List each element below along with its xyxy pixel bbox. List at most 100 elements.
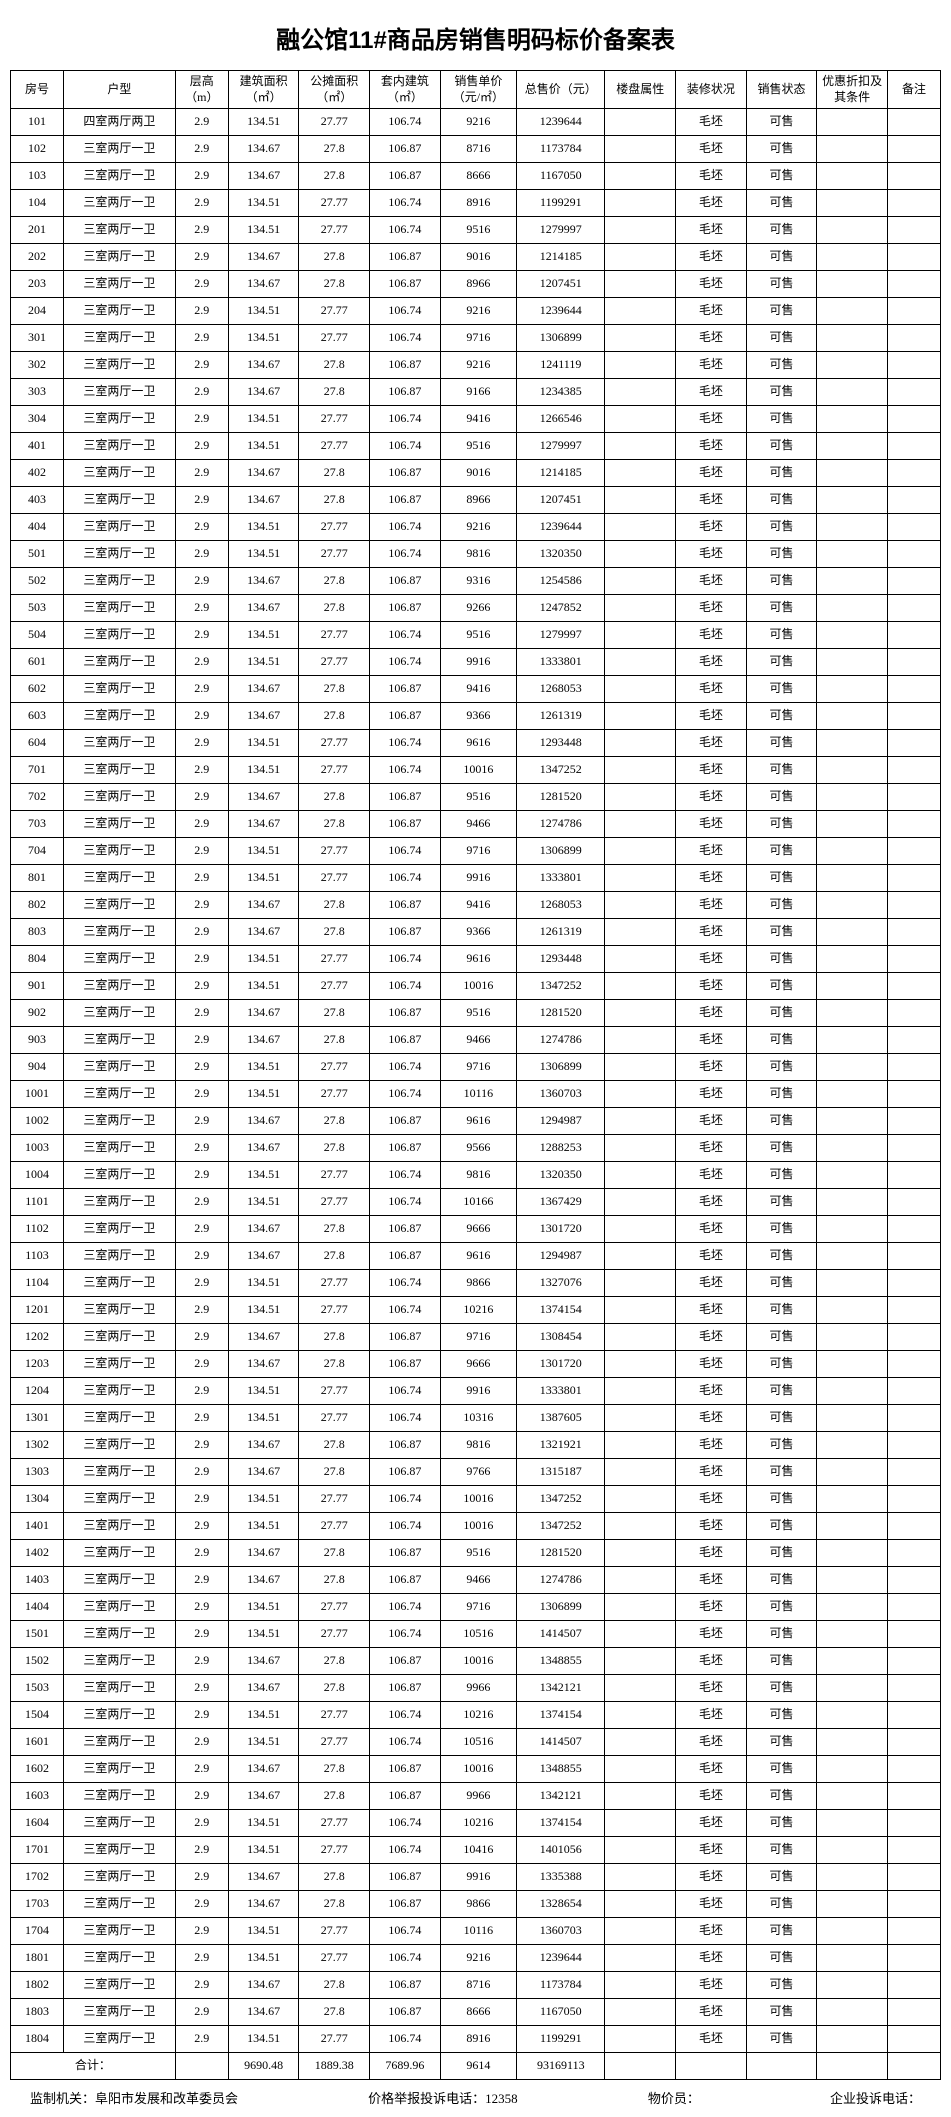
cell-height: 2.9 [175,757,228,784]
cell-inner-area: 106.87 [370,703,441,730]
cell-status: 可售 [746,1675,817,1702]
cell-total-price: 1268053 [517,676,605,703]
cell-build-area: 134.67 [228,1351,299,1378]
cell-height: 2.9 [175,1702,228,1729]
cell-room: 104 [11,190,64,217]
cell-type: 三室两厅一卫 [63,1972,175,1999]
cell-inner-area: 106.87 [370,1783,441,1810]
cell-status: 可售 [746,1918,817,1945]
cell-room: 202 [11,244,64,271]
cell-note [887,595,940,622]
cell-status: 可售 [746,1432,817,1459]
cell-attr [605,865,676,892]
cell-discount [817,487,888,514]
cell-total-price: 1261319 [517,919,605,946]
cell-share-area: 27.8 [299,1648,370,1675]
cell-room: 102 [11,136,64,163]
table-row: 1102三室两厅一卫2.9134.6727.8106.8796661301720… [11,1216,941,1243]
cell-type: 三室两厅一卫 [63,1243,175,1270]
cell-attr [605,136,676,163]
cell-attr [605,406,676,433]
cell-type: 三室两厅一卫 [63,1729,175,1756]
cell-note [887,1324,940,1351]
cell-note [887,217,940,244]
cell-status: 可售 [746,1783,817,1810]
cell-attr [605,946,676,973]
cell-type: 三室两厅一卫 [63,1567,175,1594]
cell-share-area: 27.77 [299,1297,370,1324]
cell-inner-area: 106.87 [370,1027,441,1054]
cell-share-area: 27.77 [299,622,370,649]
cell-inner-area: 106.74 [370,946,441,973]
cell-build-area: 134.67 [228,379,299,406]
cell-share-area: 27.77 [299,406,370,433]
table-row: 1703三室两厅一卫2.9134.6727.8106.8798661328654… [11,1891,941,1918]
table-row: 1601三室两厅一卫2.9134.5127.77106.741051614145… [11,1729,941,1756]
cell-attr [605,1567,676,1594]
cell-build-area: 134.67 [228,919,299,946]
cell-build-area: 134.67 [228,1216,299,1243]
cell-discount [817,1864,888,1891]
cell-unit-price: 9966 [440,1783,517,1810]
cell-status: 可售 [746,1243,817,1270]
cell-share-area: 27.8 [299,784,370,811]
cell-note [887,1675,940,1702]
table-row: 702三室两厅一卫2.9134.6727.8106.8795161281520毛… [11,784,941,811]
cell-type: 三室两厅一卫 [63,217,175,244]
cell-build-area: 134.67 [228,244,299,271]
cell-build-area: 134.67 [228,1108,299,1135]
cell-deco: 毛坯 [676,1729,747,1756]
cell-inner-area: 106.87 [370,1324,441,1351]
cell-height: 2.9 [175,919,228,946]
cell-total-price: 1279997 [517,433,605,460]
cell-attr [605,298,676,325]
cell-status: 可售 [746,109,817,136]
table-row: 902三室两厅一卫2.9134.6727.8106.8795161281520毛… [11,1000,941,1027]
cell-total-price: 1315187 [517,1459,605,1486]
cell-note [887,973,940,1000]
cell-attr [605,892,676,919]
cell-unit-price: 9416 [440,676,517,703]
cell-discount [817,1567,888,1594]
cell-height: 2.9 [175,1054,228,1081]
cell-share-area: 27.77 [299,433,370,460]
table-row: 401三室两厅一卫2.9134.5127.77106.7495161279997… [11,433,941,460]
cell-total-price: 1214185 [517,460,605,487]
cell-status: 可售 [746,838,817,865]
footer-left: 监制机关：阜阳市发展和改革委员会 [30,2088,238,2107]
cell-note [887,1189,940,1216]
cell-build-area: 134.51 [228,622,299,649]
cell-deco: 毛坯 [676,676,747,703]
cell-deco: 毛坯 [676,352,747,379]
cell-inner-area: 106.74 [370,1945,441,1972]
cell-note [887,1000,940,1027]
cell-total-price: 1167050 [517,163,605,190]
table-row: 1702三室两厅一卫2.9134.6727.8106.8799161335388… [11,1864,941,1891]
cell-deco: 毛坯 [676,1432,747,1459]
cell-status: 可售 [746,1810,817,1837]
cell-build-area: 134.67 [228,1972,299,1999]
cell-height: 2.9 [175,1378,228,1405]
cell-total-price: 1347252 [517,973,605,1000]
cell-type: 三室两厅一卫 [63,784,175,811]
cell-discount [817,1297,888,1324]
cell-height: 2.9 [175,568,228,595]
cell-discount [817,1378,888,1405]
cell-total-price: 1199291 [517,190,605,217]
cell-height: 2.9 [175,973,228,1000]
cell-height: 2.9 [175,271,228,298]
cell-discount [817,1648,888,1675]
cell-height: 2.9 [175,136,228,163]
cell-type: 三室两厅一卫 [63,1459,175,1486]
cell-inner-area: 106.87 [370,1540,441,1567]
cell-deco: 毛坯 [676,1783,747,1810]
cell-room: 901 [11,973,64,1000]
cell-attr [605,487,676,514]
cell-discount [817,919,888,946]
cell-total-price: 1333801 [517,649,605,676]
cell-status: 可售 [746,1189,817,1216]
cell-status: 可售 [746,379,817,406]
cell-deco: 毛坯 [676,1297,747,1324]
cell-unit-price: 10016 [440,1648,517,1675]
cell-discount [817,1000,888,1027]
